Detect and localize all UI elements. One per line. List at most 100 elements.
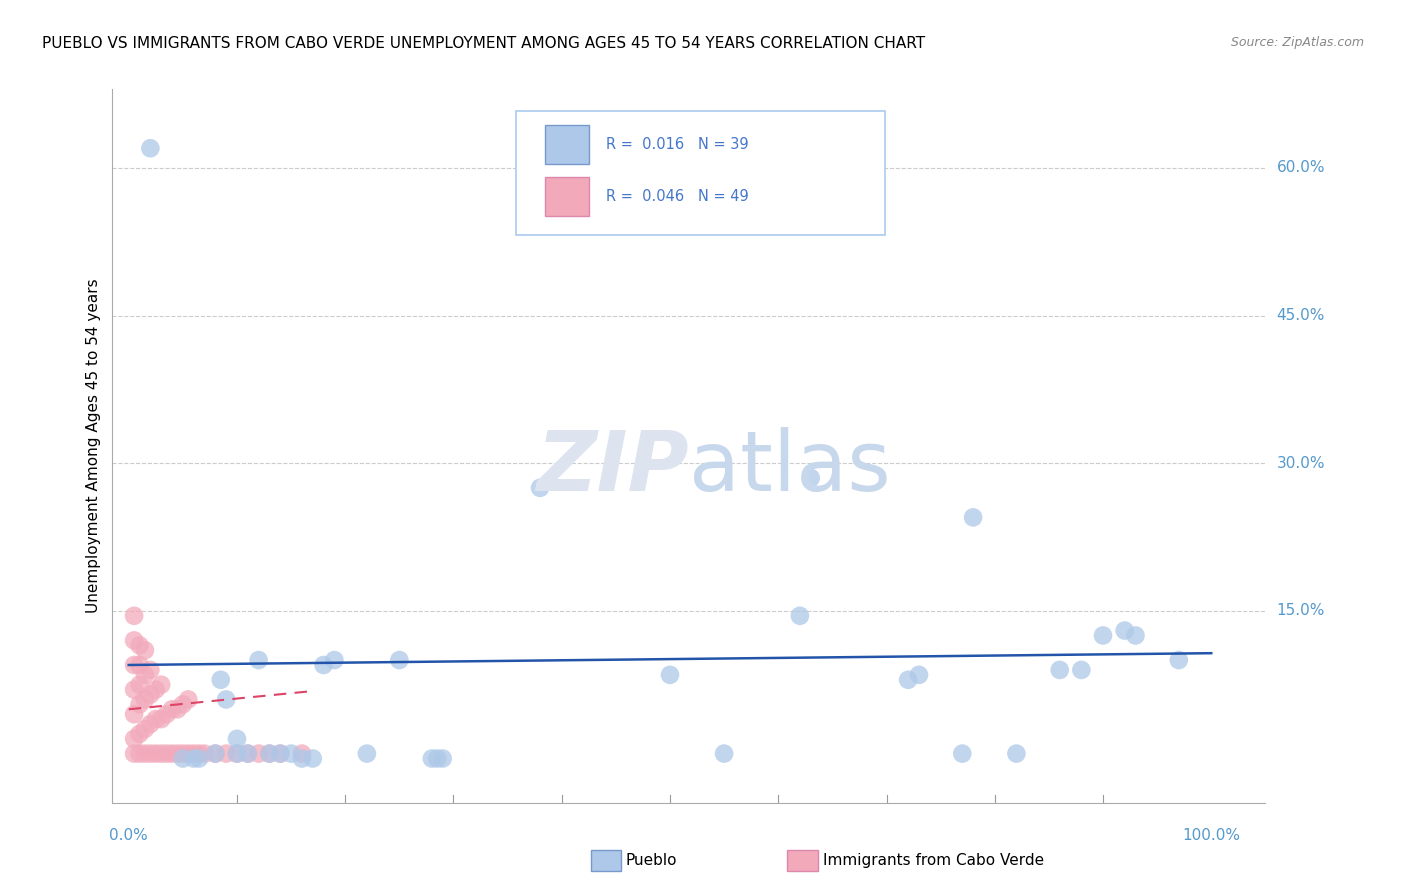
Point: [183, 751, 205, 765]
Point: [177, 747, 200, 761]
Point: [269, 747, 291, 761]
Point: [323, 653, 346, 667]
Point: [139, 141, 162, 155]
Text: 60.0%: 60.0%: [1277, 161, 1324, 176]
Point: [1125, 628, 1147, 642]
Point: [1070, 663, 1092, 677]
Point: [800, 471, 823, 485]
Point: [204, 747, 226, 761]
Point: [301, 751, 323, 765]
Point: [145, 712, 167, 726]
Point: [226, 747, 249, 761]
Text: Immigrants from Cabo Verde: Immigrants from Cabo Verde: [823, 854, 1043, 868]
Point: [312, 658, 335, 673]
Point: [139, 717, 162, 731]
Point: [139, 747, 162, 761]
Point: [1005, 747, 1028, 761]
Point: [166, 747, 188, 761]
Point: [122, 731, 145, 746]
Point: [166, 702, 188, 716]
Point: [172, 747, 194, 761]
Text: R =  0.016   N = 39: R = 0.016 N = 39: [606, 137, 748, 153]
Point: [356, 747, 378, 761]
Point: [950, 747, 973, 761]
Point: [1167, 653, 1189, 667]
Text: 45.0%: 45.0%: [1277, 308, 1324, 323]
Text: 100.0%: 100.0%: [1182, 828, 1240, 843]
Point: [150, 747, 173, 761]
Point: [128, 638, 150, 652]
Point: [160, 702, 183, 716]
Text: 15.0%: 15.0%: [1277, 603, 1324, 618]
Point: [388, 653, 411, 667]
Point: [291, 747, 314, 761]
Text: atlas: atlas: [689, 427, 890, 508]
Point: [659, 668, 682, 682]
Point: [420, 751, 443, 765]
Point: [128, 698, 150, 712]
Point: [139, 663, 162, 677]
Point: [269, 747, 291, 761]
Point: [122, 633, 145, 648]
Point: [226, 747, 249, 761]
Point: [204, 747, 226, 761]
Point: [908, 668, 931, 682]
Point: [426, 751, 449, 765]
Bar: [546, 177, 589, 216]
Point: [432, 751, 454, 765]
Point: [215, 747, 238, 761]
Bar: [546, 125, 589, 164]
Point: [134, 722, 156, 736]
Point: [134, 668, 156, 682]
Point: [128, 727, 150, 741]
Point: [215, 692, 238, 706]
Point: [226, 731, 249, 746]
Point: [1114, 624, 1136, 638]
Point: [259, 747, 281, 761]
Point: [247, 653, 270, 667]
Point: [193, 747, 215, 761]
FancyBboxPatch shape: [516, 111, 884, 235]
Point: [188, 751, 211, 765]
Point: [1092, 628, 1115, 642]
Point: [1049, 663, 1071, 677]
Point: [139, 688, 162, 702]
Point: [122, 682, 145, 697]
Point: [247, 747, 270, 761]
Point: [259, 747, 281, 761]
Point: [155, 707, 177, 722]
Point: [160, 747, 183, 761]
Point: [188, 747, 211, 761]
Point: [155, 747, 177, 761]
Text: 0.0%: 0.0%: [110, 828, 148, 843]
Point: [713, 747, 735, 761]
Point: [150, 678, 173, 692]
Point: [134, 643, 156, 657]
Point: [150, 712, 173, 726]
Point: [291, 751, 314, 765]
Point: [128, 747, 150, 761]
Point: [122, 608, 145, 623]
Point: [177, 692, 200, 706]
Text: R =  0.046   N = 49: R = 0.046 N = 49: [606, 189, 748, 203]
Text: Pueblo: Pueblo: [626, 854, 678, 868]
Y-axis label: Unemployment Among Ages 45 to 54 years: Unemployment Among Ages 45 to 54 years: [86, 278, 101, 614]
Point: [122, 747, 145, 761]
Point: [209, 673, 232, 687]
Point: [183, 747, 205, 761]
Text: PUEBLO VS IMMIGRANTS FROM CABO VERDE UNEMPLOYMENT AMONG AGES 45 TO 54 YEARS CORR: PUEBLO VS IMMIGRANTS FROM CABO VERDE UNE…: [42, 36, 925, 51]
Point: [122, 707, 145, 722]
Point: [145, 682, 167, 697]
Point: [236, 747, 259, 761]
Point: [236, 747, 259, 761]
Point: [122, 658, 145, 673]
Point: [134, 747, 156, 761]
Point: [172, 751, 194, 765]
Point: [897, 673, 920, 687]
Point: [789, 608, 811, 623]
Point: [134, 692, 156, 706]
Text: ZIP: ZIP: [536, 427, 689, 508]
Text: Source: ZipAtlas.com: Source: ZipAtlas.com: [1230, 36, 1364, 49]
Point: [128, 678, 150, 692]
Point: [529, 481, 551, 495]
